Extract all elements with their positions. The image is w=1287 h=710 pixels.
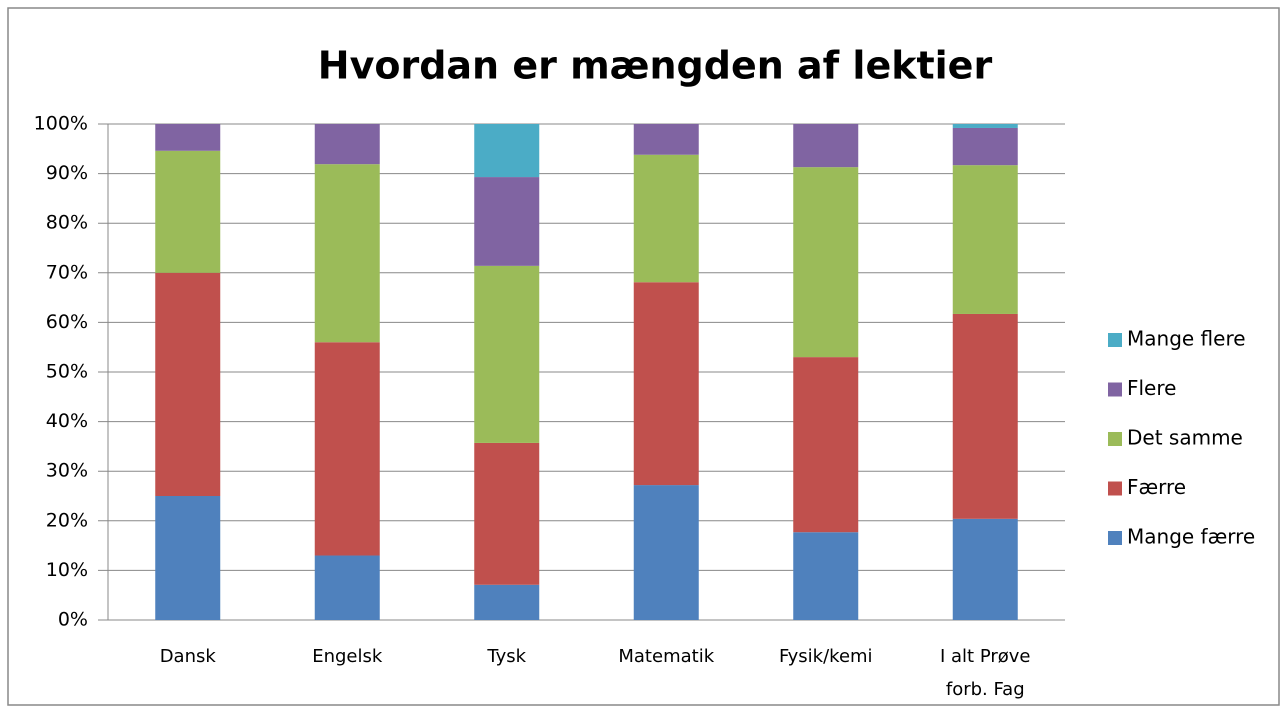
- bar-segment: [474, 124, 540, 178]
- bar-segment: [155, 272, 221, 496]
- x-tick-label: Dansk: [159, 646, 216, 667]
- bar-segment: [793, 357, 859, 533]
- y-tick-label: 90%: [46, 162, 88, 184]
- bar-segment: [155, 496, 221, 620]
- bar-segment: [633, 124, 699, 155]
- bar-segment: [633, 282, 699, 486]
- legend-label: Færre: [1127, 475, 1186, 499]
- legend-label: Mange flere: [1127, 327, 1246, 351]
- legend-label: Flere: [1127, 376, 1176, 400]
- bar-segment: [793, 124, 859, 168]
- bar-segment: [633, 485, 699, 620]
- x-tick-label: Engelsk: [312, 646, 383, 667]
- bar-segment: [952, 518, 1018, 620]
- bar-segment: [474, 177, 540, 266]
- legend-label: Mange færre: [1127, 525, 1255, 549]
- bar-segment: [952, 313, 1018, 519]
- y-tick-label: 80%: [46, 212, 88, 234]
- bar-segment: [155, 124, 221, 151]
- bar-segment: [474, 584, 540, 620]
- legend-swatch: [1108, 481, 1122, 496]
- bar-segment: [952, 165, 1018, 314]
- y-tick-label: 40%: [46, 410, 88, 432]
- bar-segment: [793, 167, 859, 358]
- chart-title: Hvordan er mængden af lektier: [318, 44, 993, 88]
- bar-segment: [952, 127, 1018, 166]
- legend-label: Det samme: [1127, 426, 1243, 450]
- bar-segment: [952, 124, 1018, 128]
- x-tick-label: Fysik/kemi: [778, 646, 873, 667]
- bar-segment: [474, 442, 540, 585]
- legend-swatch: [1108, 432, 1122, 446]
- bar-segment: [314, 342, 380, 556]
- legend-swatch: [1108, 382, 1122, 397]
- bar-segment: [314, 164, 380, 343]
- bar-segment: [793, 532, 859, 620]
- y-tick-label: 10%: [46, 559, 88, 581]
- bar-segment: [633, 154, 699, 283]
- y-tick-label: 50%: [46, 361, 88, 383]
- y-tick-label: 0%: [58, 609, 88, 631]
- bar-segment: [474, 265, 540, 443]
- y-tick-label: 20%: [46, 509, 88, 531]
- legend-swatch: [1108, 531, 1122, 545]
- bar-segment: [314, 124, 380, 165]
- bar-segment: [314, 555, 380, 620]
- y-tick-label: 30%: [46, 460, 88, 482]
- y-tick-label: 100%: [34, 113, 88, 135]
- legend-swatch: [1108, 333, 1122, 347]
- x-tick-label: Matematik: [618, 646, 715, 667]
- y-tick-label: 60%: [46, 311, 88, 333]
- x-tick-label: I alt Prøve forb. Fag: [939, 646, 1031, 700]
- x-tick-label: Tysk: [487, 646, 527, 667]
- bar-segment: [155, 150, 221, 273]
- y-tick-label: 70%: [46, 261, 88, 283]
